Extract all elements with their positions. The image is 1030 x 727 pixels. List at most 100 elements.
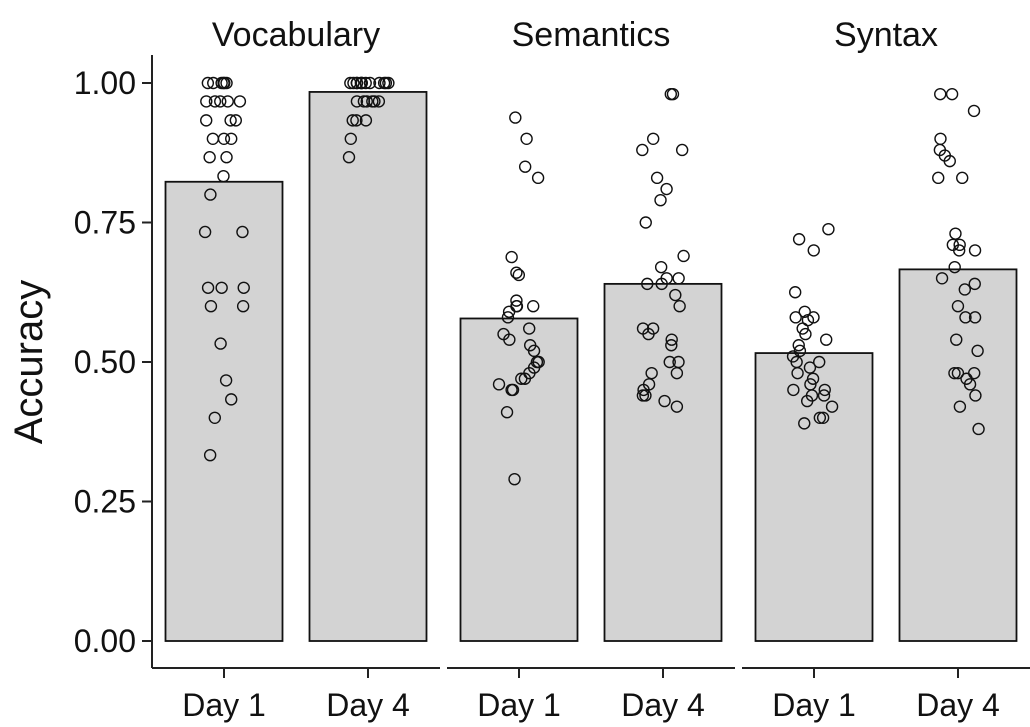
- data-point: [787, 383, 800, 397]
- data-point: [510, 266, 523, 279]
- bar: [898, 268, 1018, 642]
- data-point: [636, 389, 650, 402]
- data-point: [945, 87, 959, 101]
- data-point: [510, 294, 523, 307]
- data-point: [206, 132, 220, 146]
- data-point: [637, 383, 650, 397]
- y-tick-label: 0.75: [74, 205, 136, 241]
- data-point: [215, 281, 228, 294]
- data-point: [791, 366, 804, 380]
- y-axis: 0.00 0.25 0.50 0.75 1.00: [74, 55, 153, 668]
- data-point: [350, 76, 364, 90]
- data-point: [934, 87, 947, 101]
- data-point: [800, 394, 814, 408]
- data-point: [639, 216, 652, 229]
- data-point: [798, 305, 811, 318]
- data-point: [953, 238, 966, 252]
- y-tick-label: 0.25: [74, 484, 136, 520]
- data-point: [500, 406, 514, 419]
- data-point: [219, 374, 233, 387]
- data-point: [935, 272, 949, 285]
- data-point: [204, 300, 218, 313]
- bar: [308, 91, 428, 642]
- data-point: [665, 333, 678, 346]
- data-point: [203, 151, 216, 164]
- data-point: [518, 372, 532, 385]
- data-point: [968, 311, 982, 324]
- y-tick-label: 0.00: [74, 623, 136, 659]
- data-point: [505, 250, 518, 264]
- data-point: [956, 171, 969, 185]
- x-tick-label: Day 1: [182, 687, 266, 723]
- data-point: [641, 277, 654, 291]
- data-point: [948, 366, 961, 380]
- data-point: [372, 95, 386, 108]
- data-point: [208, 411, 221, 424]
- data-point: [818, 383, 831, 397]
- data-point: [788, 286, 802, 299]
- x-tick-label: Day 4: [621, 687, 705, 723]
- data-point: [816, 411, 830, 424]
- x-tick-label: Day 4: [916, 687, 1000, 723]
- data-point: [663, 355, 676, 369]
- data-point: [654, 193, 667, 207]
- data-point: [221, 95, 234, 108]
- data-point: [972, 422, 985, 436]
- data-point: [654, 260, 668, 274]
- panels: Vocabulary Semantics Syntax: [164, 16, 1018, 642]
- bar: [603, 282, 723, 642]
- data-point: [932, 171, 945, 185]
- data-point: [225, 132, 238, 146]
- data-point: [368, 95, 381, 108]
- data-point: [373, 76, 386, 90]
- data-point: [968, 244, 982, 257]
- data-point: [969, 389, 982, 402]
- data-point: [820, 333, 833, 346]
- x-tick-label: Day 1: [477, 687, 561, 723]
- data-point: [666, 87, 680, 101]
- data-point: [959, 311, 972, 324]
- data-point: [214, 95, 227, 108]
- y-tick-label: 1.00: [74, 65, 136, 101]
- bar: [459, 317, 579, 642]
- data-point: [515, 372, 528, 385]
- data-point: [217, 169, 230, 183]
- data-point: [531, 171, 545, 185]
- data-point: [971, 344, 984, 358]
- bar: [164, 180, 284, 642]
- data-point: [798, 417, 811, 430]
- data-point: [967, 104, 981, 118]
- data-point: [934, 132, 947, 146]
- data-point: [530, 355, 544, 369]
- data-point: [501, 311, 515, 324]
- data-point: [512, 268, 526, 282]
- data-point: [200, 114, 213, 127]
- data-point: [672, 272, 685, 285]
- data-point: [527, 344, 541, 358]
- data-point: [518, 160, 532, 173]
- data-point: [670, 366, 684, 380]
- data-point: [789, 311, 802, 324]
- data-point: [203, 448, 217, 462]
- data-point: [645, 366, 658, 380]
- data-point: [204, 188, 217, 201]
- panel-title: Syntax: [834, 16, 938, 54]
- panel-title: Vocabulary: [212, 16, 380, 54]
- data-point: [236, 225, 249, 239]
- data-point: [208, 95, 222, 108]
- data-point: [796, 322, 809, 335]
- data-point: [527, 300, 540, 313]
- data-point: [350, 95, 364, 108]
- data-point: [218, 76, 231, 90]
- data-point: [825, 400, 839, 413]
- data-point: [950, 333, 963, 346]
- data-point: [198, 225, 212, 239]
- data-point: [492, 378, 506, 391]
- data-point: [677, 249, 690, 263]
- data-point: [675, 143, 689, 157]
- data-point: [968, 277, 981, 291]
- data-point: [636, 143, 649, 157]
- data-point: [660, 182, 673, 196]
- data-point: [233, 95, 247, 108]
- data-point: [949, 227, 962, 240]
